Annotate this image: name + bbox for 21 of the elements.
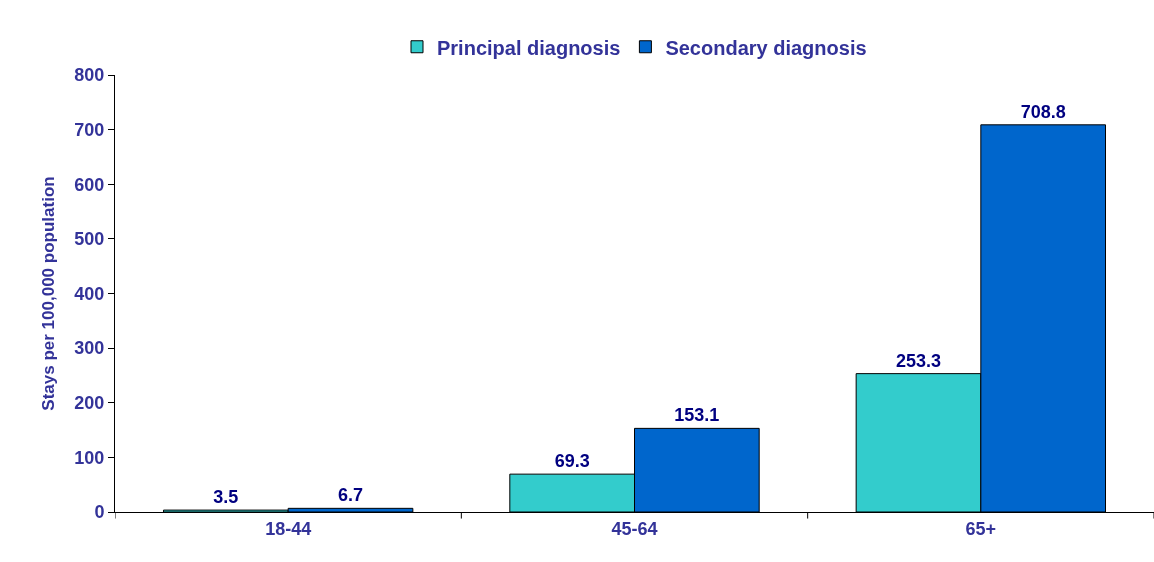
- data-label: 153.1: [674, 405, 720, 426]
- data-label: 6.7: [337, 485, 364, 506]
- y-tick-label: 400: [74, 283, 105, 304]
- y-tick-label: 500: [74, 229, 105, 250]
- y-tick-label: 800: [74, 65, 105, 86]
- y-tick-label: 100: [74, 447, 105, 468]
- legend-label: Secondary diagnosis: [665, 36, 867, 59]
- y-tick-label: 200: [74, 393, 105, 414]
- y-tick-label: 300: [74, 338, 105, 359]
- data-label: 3.5: [213, 487, 239, 508]
- data-label: 253.3: [895, 350, 942, 371]
- y-axis-title: Stays per 100,000 population: [38, 176, 58, 411]
- legend-label: Principal diagnosis: [437, 36, 621, 59]
- data-label: 69.3: [554, 451, 590, 472]
- data-label: 708.8: [1020, 101, 1066, 122]
- y-tick-label: 600: [74, 174, 105, 195]
- x-tick-label: 18-44: [265, 518, 312, 539]
- x-tick-label: 65+: [965, 518, 997, 539]
- y-tick-label: 0: [94, 502, 105, 523]
- x-tick-label: 45-64: [611, 518, 658, 539]
- y-tick-label: 700: [74, 119, 105, 140]
